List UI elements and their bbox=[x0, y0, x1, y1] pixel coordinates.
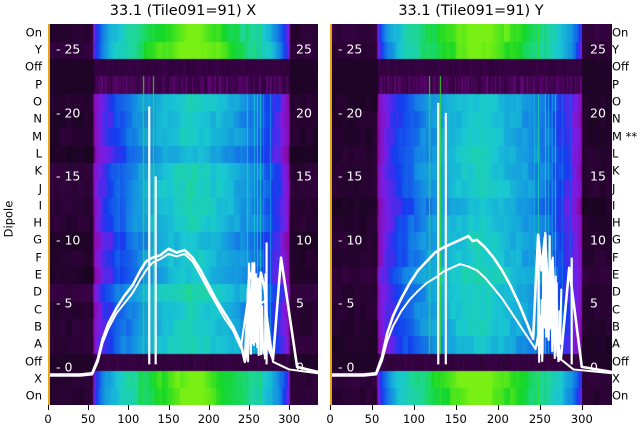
dipole-label-left-3: P bbox=[35, 76, 42, 91]
x-tick-mark-0 bbox=[330, 405, 331, 410]
x-tick-mark-300 bbox=[581, 405, 583, 410]
dipole-label-right-4: O bbox=[612, 94, 622, 109]
x-tick-label-50: 50 bbox=[80, 412, 96, 426]
x-tick-label-200: 200 bbox=[486, 412, 509, 426]
dipole-label-left-12: G bbox=[33, 232, 42, 247]
x-tick-mark-100 bbox=[128, 405, 130, 410]
dipole-label-right-18: A bbox=[612, 336, 620, 351]
dipole-label-left-10: I bbox=[38, 198, 42, 213]
dipole-label-left-13: F bbox=[35, 250, 42, 265]
dipole-label-right-5: N bbox=[612, 111, 621, 126]
x-tick-label-50: 50 bbox=[364, 412, 380, 426]
dipole-label-right-0: On bbox=[612, 24, 629, 39]
dipole-label-left-21: On bbox=[25, 388, 42, 403]
x-tick-mark-150 bbox=[455, 405, 457, 410]
x-axis-panel-y: 0 50 100 150 200 250 300 bbox=[326, 405, 612, 439]
x-tick-mark-200 bbox=[208, 405, 210, 410]
dipole-label-right-11: H bbox=[612, 215, 621, 230]
x-tick-label-300: 300 bbox=[278, 412, 301, 426]
panel-x-edge-marker bbox=[48, 24, 50, 405]
x-tick-label-100: 100 bbox=[117, 412, 140, 426]
x-tick-mark-0 bbox=[48, 405, 49, 410]
dipole-label-left-8: K bbox=[34, 163, 42, 178]
dipole-label-right-20: X bbox=[612, 371, 620, 386]
amplitude-trace-trace-upper bbox=[48, 247, 318, 376]
x-tick-label-250: 250 bbox=[237, 412, 260, 426]
x-tick-label-200: 200 bbox=[197, 412, 220, 426]
dipole-label-right-1: Y bbox=[612, 42, 620, 57]
dipole-label-left-7: L bbox=[35, 146, 42, 161]
dipole-label-left-17: B bbox=[34, 319, 42, 334]
x-tick-mark-300 bbox=[289, 405, 291, 410]
trace-overlay-y bbox=[330, 102, 612, 377]
amplitude-burst-region bbox=[244, 262, 268, 363]
dipole-label-left-5: N bbox=[33, 111, 42, 126]
dipole-label-left-6: M bbox=[32, 128, 42, 143]
dipole-label-right-8: K bbox=[612, 163, 620, 178]
dipole-label-left-16: C bbox=[33, 302, 42, 316]
x-tick-mark-100 bbox=[413, 405, 415, 410]
dipole-label-right-14: E bbox=[612, 267, 620, 282]
dipole-label-left-2: Off bbox=[25, 59, 42, 74]
heatmap-y bbox=[330, 24, 612, 405]
x-tick-label-300: 300 bbox=[570, 412, 593, 426]
dipole-label-right-2: Off bbox=[612, 59, 629, 74]
dipole-label-left-9: J bbox=[38, 180, 42, 195]
panel-y-plot-area[interactable] bbox=[330, 24, 612, 405]
x-tick-mark-50 bbox=[371, 405, 373, 410]
dipole-label-right-21: On bbox=[612, 388, 629, 403]
dipole-label-right-19: Off bbox=[612, 353, 629, 368]
dipole-label-right-10: I bbox=[612, 198, 616, 213]
dipole-label-right-15: D bbox=[612, 284, 621, 299]
x-tick-mark-200 bbox=[497, 405, 499, 410]
heatmap-x bbox=[48, 24, 318, 405]
x-tick-label-150: 150 bbox=[157, 412, 180, 426]
dipole-label-left-0: On bbox=[25, 24, 42, 39]
x-tick-mark-250 bbox=[539, 405, 541, 410]
amplitude-trace-trace-upper bbox=[330, 233, 612, 376]
panel-x-plot-area[interactable] bbox=[48, 24, 318, 405]
panel-title-y: 33.1 (Tile091=91) Y bbox=[398, 3, 544, 19]
x-tick-label-250: 250 bbox=[528, 412, 551, 426]
x-axis-panel-x: 0 50 100 150 200 250 300 bbox=[44, 405, 318, 439]
dipole-label-right-17: B bbox=[612, 319, 620, 334]
x-tick-mark-250 bbox=[248, 405, 250, 410]
dipole-label-right-12: G bbox=[612, 232, 621, 247]
dipole-label-right-9: J bbox=[612, 180, 616, 195]
dipole-label-left-20: X bbox=[34, 371, 42, 386]
dipole-label-right-3: P bbox=[612, 76, 619, 91]
x-tick-label-100: 100 bbox=[402, 412, 425, 426]
panel-y-edge-marker bbox=[330, 24, 332, 405]
x-tick-label-150: 150 bbox=[444, 412, 467, 426]
dipole-label-right-13: F bbox=[612, 250, 619, 265]
dipole-label-right-7: L bbox=[612, 146, 619, 161]
panel-title-x: 33.1 (Tile091=91) X bbox=[109, 3, 257, 19]
dipole-label-left-15: D bbox=[33, 284, 42, 299]
dipole-label-left-19: Off bbox=[25, 353, 42, 368]
x-tick-mark-150 bbox=[168, 405, 170, 410]
dipole-label-left-11: H bbox=[33, 215, 42, 230]
x-tick-label-0: 0 bbox=[44, 412, 52, 426]
trace-overlay-x bbox=[48, 106, 318, 377]
dipole-label-right-6: M ** bbox=[612, 128, 638, 143]
dipole-label-right-16: C bbox=[612, 302, 621, 316]
x-tick-label-0: 0 bbox=[326, 412, 334, 426]
dipole-label-left-4: O bbox=[32, 94, 42, 109]
x-tick-mark-50 bbox=[88, 405, 90, 410]
dipole-axis-right: On Y Off P O N M ** L K J I H G F E D C B A Off X On bbox=[612, 24, 640, 405]
dipole-label-left-18: A bbox=[34, 336, 42, 351]
dipole-axis-left: On Y Off P O N M L K J I H G F E D C B A Off X On bbox=[8, 24, 42, 405]
amplitude-burst-region bbox=[537, 231, 563, 363]
dipole-label-left-14: E bbox=[34, 267, 42, 282]
dipole-label-left-1: Y bbox=[34, 42, 42, 57]
